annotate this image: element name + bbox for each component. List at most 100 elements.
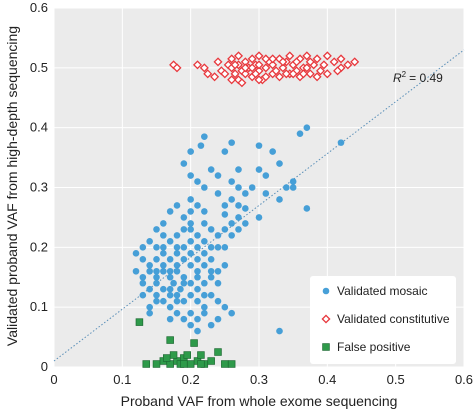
point-false-positive <box>197 360 205 368</box>
point-validated-mosaic <box>187 261 194 269</box>
point-validated-mosaic <box>187 238 194 245</box>
point-validated-mosaic <box>242 205 249 212</box>
point-validated-constitutive <box>230 69 240 79</box>
point-validated-mosaic <box>187 309 194 317</box>
point-validated-mosaic <box>194 232 201 239</box>
legend-marker-validated-constitutive <box>321 314 331 324</box>
point-validated-mosaic <box>132 267 140 275</box>
point-validated-mosaic <box>187 250 194 257</box>
point-validated-mosaic <box>269 148 276 155</box>
point-validated-mosaic <box>255 214 263 221</box>
point-validated-constitutive <box>281 69 291 79</box>
point-validated-mosaic <box>194 178 201 185</box>
y-tick-label: 0.2 <box>30 239 48 254</box>
point-validated-mosaic <box>201 208 208 215</box>
point-false-positive <box>197 351 205 359</box>
point-validated-mosaic <box>166 255 174 263</box>
x-tick-label: 0.1 <box>113 372 131 387</box>
point-false-positive <box>169 351 178 359</box>
point-validated-mosaic <box>153 273 160 281</box>
y-tick-label: 0.1 <box>30 299 48 314</box>
point-validated-mosaic <box>303 205 311 212</box>
point-validated-constitutive <box>261 63 271 73</box>
point-validated-mosaic <box>228 139 235 146</box>
point-validated-mosaic <box>139 279 147 287</box>
point-validated-constitutive <box>268 60 278 70</box>
point-validated-mosaic <box>207 244 215 251</box>
point-validated-constitutive <box>254 75 264 85</box>
point-validated-mosaic <box>160 220 167 227</box>
data-points <box>132 51 360 368</box>
point-validated-mosaic <box>242 220 249 227</box>
point-validated-mosaic <box>187 226 194 233</box>
point-validated-constitutive <box>247 63 257 73</box>
grid-lines <box>53 7 465 368</box>
point-validated-mosaic <box>146 303 153 311</box>
r-squared-exponent: 2 <box>402 70 407 79</box>
point-validated-mosaic <box>201 303 208 311</box>
point-validated-mosaic <box>276 327 283 335</box>
point-validated-mosaic <box>262 190 270 197</box>
point-validated-mosaic <box>146 309 153 317</box>
point-false-positive <box>166 336 174 344</box>
point-validated-constitutive <box>322 51 332 61</box>
point-validated-mosaic <box>180 273 188 281</box>
point-validated-constitutive <box>312 54 322 64</box>
point-validated-mosaic <box>187 196 194 203</box>
point-validated-mosaic <box>153 279 160 287</box>
point-validated-mosaic <box>194 315 201 323</box>
point-validated-mosaic <box>173 232 181 239</box>
point-validated-constitutive <box>210 72 220 82</box>
point-validated-mosaic <box>296 130 304 137</box>
point-validated-mosaic <box>255 142 263 149</box>
point-validated-constitutive <box>254 60 264 70</box>
point-validated-mosaic <box>214 190 222 197</box>
point-false-positive <box>135 318 144 326</box>
point-validated-mosaic <box>228 220 235 227</box>
point-validated-mosaic <box>235 202 242 209</box>
point-validated-mosaic <box>207 267 215 275</box>
point-validated-mosaic <box>221 226 229 233</box>
point-validated-constitutive <box>278 57 288 67</box>
point-validated-mosaic <box>207 226 215 233</box>
point-validated-constitutive <box>233 51 244 61</box>
point-validated-mosaic <box>214 232 222 239</box>
point-false-positive <box>183 351 192 359</box>
tick-labels: 0 0.1 0.2 0.3 0.4 0.5 0.6 0 0.1 0.2 0.3 0.4 0.5 0.6 <box>30 0 473 387</box>
point-validated-mosaic <box>235 184 242 191</box>
point-false-positive <box>190 339 198 347</box>
point-validated-constitutive <box>336 54 346 64</box>
point-validated-mosaic <box>132 250 140 257</box>
point-validated-constitutive <box>292 57 302 67</box>
point-validated-constitutive <box>333 66 343 76</box>
point-validated-mosaic <box>289 178 297 185</box>
point-validated-constitutive <box>298 69 308 79</box>
x-tick-label: 0.4 <box>318 372 336 387</box>
point-validated-constitutive <box>240 63 250 73</box>
point-validated-constitutive <box>203 69 213 79</box>
x-tick-label: 0.6 <box>455 372 473 387</box>
point-validated-mosaic <box>180 279 188 287</box>
point-validated-mosaic <box>153 297 160 305</box>
point-validated-constitutive <box>305 57 315 67</box>
point-validated-mosaic <box>303 124 311 131</box>
legend-marker-false-positive <box>322 343 330 351</box>
point-validated-constitutive <box>261 54 271 64</box>
point-validated-mosaic <box>173 291 181 299</box>
point-validated-mosaic <box>276 196 283 203</box>
point-validated-mosaic <box>221 303 229 311</box>
point-validated-mosaic <box>337 139 345 146</box>
x-tick-label: 0.2 <box>182 372 200 387</box>
point-validated-mosaic <box>201 238 208 245</box>
point-validated-mosaic <box>173 309 181 317</box>
point-false-positive <box>221 360 229 368</box>
point-validated-mosaic <box>139 244 147 251</box>
point-validated-mosaic <box>214 279 222 287</box>
point-validated-mosaic <box>214 297 222 305</box>
point-validated-constitutive <box>247 54 257 64</box>
point-validated-mosaic <box>242 190 249 197</box>
point-validated-mosaic <box>160 285 167 293</box>
point-validated-mosaic <box>235 226 242 233</box>
point-false-positive <box>227 360 236 368</box>
